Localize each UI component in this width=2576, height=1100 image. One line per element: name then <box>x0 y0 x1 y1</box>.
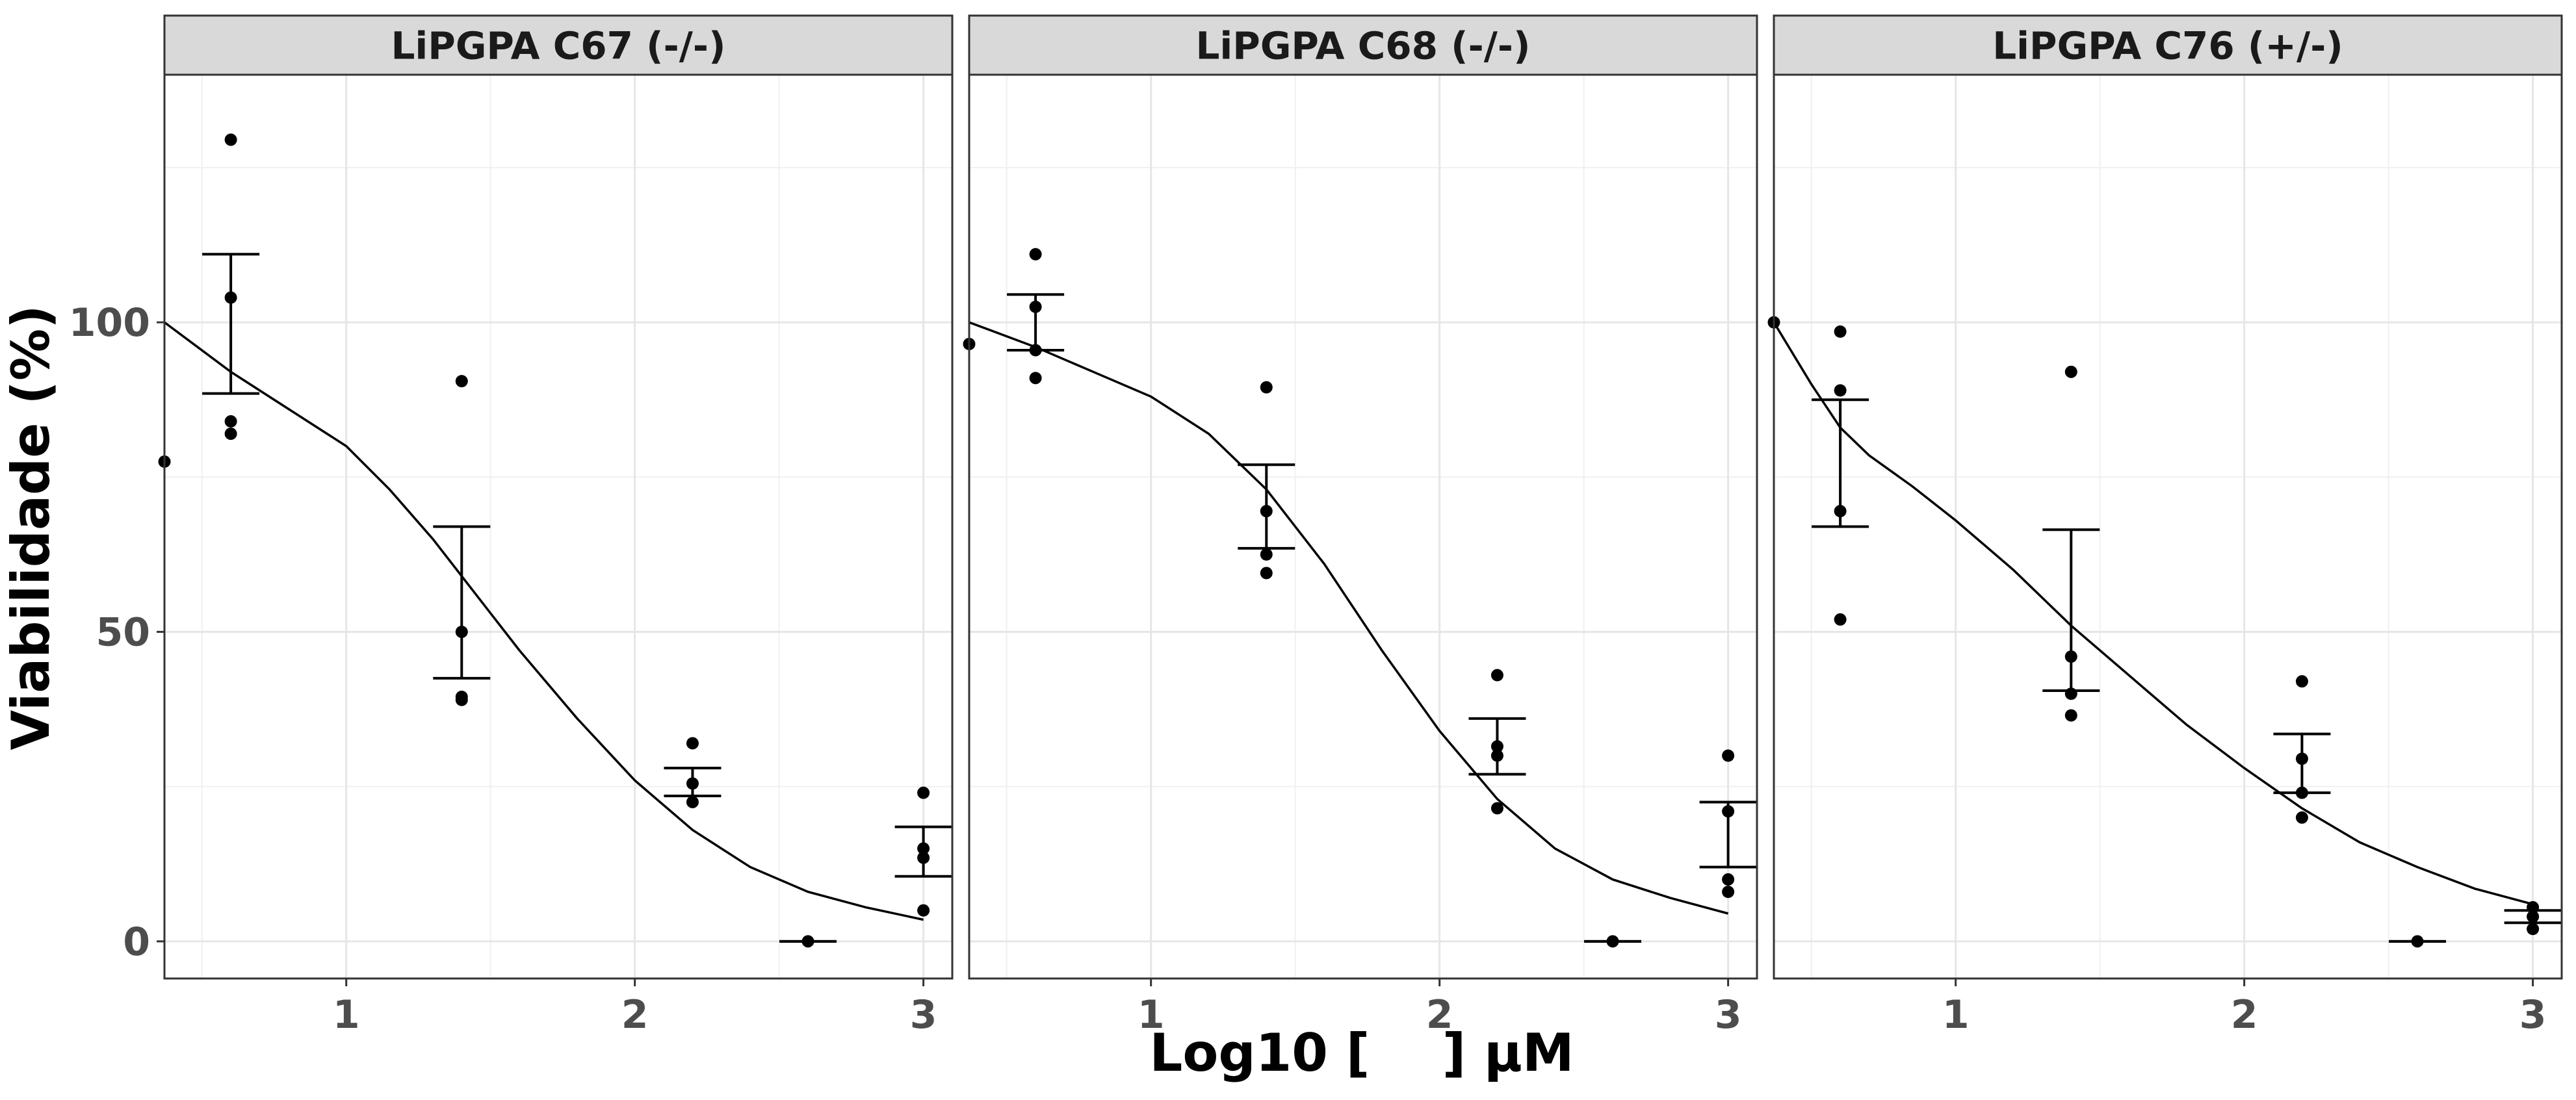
panel-1-data-point <box>455 625 468 638</box>
panel-3-data-point <box>2295 675 2308 688</box>
panel-3-data-point <box>2295 752 2308 765</box>
panel-2-data-point <box>1490 749 1503 762</box>
panel-2-title: LiPGPA C68 (-/-) <box>1195 24 1530 68</box>
panel-3-x-tick-label: 2 <box>2231 992 2258 1038</box>
panel-1-data-point <box>224 291 237 304</box>
panel-1-x-tick-label: 1 <box>333 992 360 1038</box>
panel-3-data-point <box>2527 910 2540 923</box>
panel-1-data-point <box>917 904 930 917</box>
panel-2-data-point <box>1490 740 1503 753</box>
panel-3-data-point <box>2064 687 2077 700</box>
panel-2-x-tick-label: 1 <box>1138 992 1165 1038</box>
panel-3-plot-area <box>1774 75 2562 978</box>
panel-1-strip <box>163 14 954 76</box>
panel-2-data-point <box>1260 548 1273 561</box>
panel-1-plot-area <box>164 75 952 978</box>
panel-3-data-point <box>2527 901 2540 914</box>
panel-2-data-point <box>1722 886 1735 899</box>
panel-2-data-point <box>1490 669 1503 682</box>
panel-2-strip <box>968 14 1758 76</box>
panel-1-data-point <box>224 415 237 428</box>
panel-3-x-tick-label: 1 <box>1942 992 1970 1038</box>
panel-3-data-point <box>1834 613 1847 626</box>
panel-3-x-tick-label: 3 <box>2519 992 2547 1038</box>
panel-1-data-point <box>224 428 237 441</box>
panel-3-title: LiPGPA C76 (+/-) <box>1992 24 2343 68</box>
panel-2-data-point <box>1722 749 1735 762</box>
y-tick-label: 0 <box>123 919 150 965</box>
panel-1-x-tick-label: 2 <box>621 992 649 1038</box>
panel-2-data-point <box>1260 505 1273 518</box>
panel-1-data-point <box>455 693 468 706</box>
panel-1-data-point <box>686 777 699 790</box>
panel-2-data-point <box>1260 567 1273 580</box>
panel-3-data-point <box>1834 505 1847 518</box>
panel-2-plot-area <box>969 75 1757 978</box>
panel-1-data-point <box>686 795 699 808</box>
y-tick-label: 100 <box>69 300 150 346</box>
panel-1-data-point <box>917 842 930 855</box>
panel-1-fit-curve <box>163 321 924 921</box>
panel-3-strip <box>1773 14 2563 76</box>
panel-3-data-point <box>2295 811 2308 824</box>
panel-2-data-point <box>1260 381 1273 394</box>
panel-3-data-point <box>2295 786 2308 799</box>
panel-3-data-point <box>2064 365 2077 378</box>
panel-2-data-point <box>1722 873 1735 886</box>
panel-1-x-tick-label: 3 <box>910 992 937 1038</box>
panel-2-fit-curve <box>969 321 1729 915</box>
panel-2-x-tick-label: 3 <box>1715 992 1742 1038</box>
panel-1-data-point <box>917 851 930 864</box>
panel-2-x-tick-label: 2 <box>1426 992 1453 1038</box>
y-tick-label: 50 <box>96 609 151 655</box>
panel-2-data-point <box>1029 372 1042 385</box>
y-axis-label: Viabilidade (%) <box>1 305 61 750</box>
panel-3-data-point <box>2527 923 2540 936</box>
panel-2-data-point <box>1490 802 1503 815</box>
panel-1-data-point <box>917 786 930 799</box>
panel-3-data-point <box>1834 325 1847 338</box>
panel-2-data-point <box>1722 805 1735 818</box>
panel-1-data-point <box>455 375 468 388</box>
x-axis-label: Log10 [ ] µM <box>1149 1023 1574 1083</box>
panel-1-data-point <box>801 935 814 948</box>
panel-3-data-point <box>2411 935 2424 948</box>
panel-3-data-point <box>2064 650 2077 663</box>
panel-3-data-point <box>1834 384 1847 397</box>
panel-1-data-point <box>686 737 699 750</box>
panel-2-data-point <box>1029 248 1042 261</box>
panel-1-data-point <box>224 133 237 146</box>
panel-1-title: LiPGPA C67 (-/-) <box>391 24 725 68</box>
panel-2-data-point <box>1606 935 1619 948</box>
panel-3-fit-curve <box>1773 322 2534 906</box>
panel-2-data-point <box>1029 300 1042 313</box>
panel-3-data-point <box>2064 709 2077 722</box>
panel-2-data-point <box>1029 344 1042 357</box>
